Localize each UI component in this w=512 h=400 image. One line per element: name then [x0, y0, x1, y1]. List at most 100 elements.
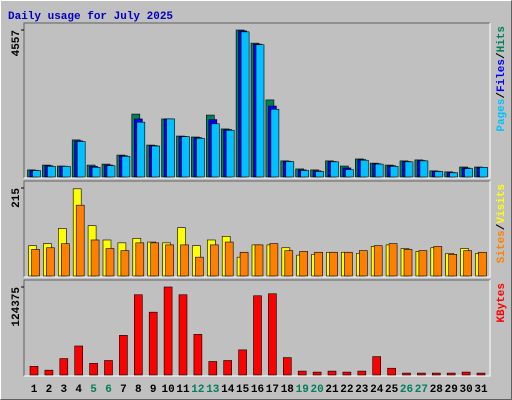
bar: [238, 349, 247, 376]
legend-entry: KBytes: [496, 283, 508, 323]
bar: [105, 248, 115, 277]
bar: [134, 294, 143, 376]
bar: [225, 129, 235, 178]
bar: [476, 372, 486, 376]
bar: [374, 163, 384, 178]
x-tick-label: 22: [340, 384, 353, 396]
bar: [89, 363, 98, 376]
bar: [433, 246, 443, 277]
legend-entry: Files: [496, 59, 508, 92]
bar: [269, 243, 279, 277]
bar: [76, 141, 86, 178]
x-tick-label: 7: [120, 384, 127, 396]
bar: [59, 358, 69, 376]
y-tick-label: 215: [11, 188, 23, 208]
legend: KBytes: [496, 283, 508, 323]
legend-separator: /: [496, 52, 508, 59]
x-tick-label: 18: [281, 384, 295, 396]
bar: [163, 286, 173, 376]
bar: [193, 334, 203, 376]
x-tick-label: 26: [400, 384, 413, 396]
x-tick-label: 14: [221, 384, 235, 396]
legend-separator: /: [496, 223, 508, 230]
bar: [104, 360, 113, 376]
panel-border-dark: [23, 22, 490, 178]
bar: [151, 145, 160, 178]
x-tick-label: 20: [310, 384, 323, 396]
panel-border-dark: [23, 279, 490, 376]
bar: [239, 251, 249, 277]
bar: [357, 370, 367, 376]
panel-border-light: [24, 280, 491, 377]
bar: [463, 250, 472, 277]
bar: [417, 372, 426, 376]
bar: [285, 161, 295, 178]
bar: [282, 357, 292, 376]
y-tick-label: 124375: [11, 287, 23, 327]
bar: [90, 239, 100, 277]
bar: [358, 250, 368, 277]
bar: [479, 167, 488, 178]
legend-entry: Pages: [496, 99, 508, 132]
bar: [254, 244, 264, 277]
bar: [299, 251, 309, 277]
x-tick-label: 4: [75, 384, 82, 396]
bar: [314, 251, 323, 277]
legend-separator: /: [496, 92, 508, 99]
legend: Pages/Files/Hits: [496, 26, 508, 132]
x-tick-label: 6: [105, 384, 112, 396]
legend: Sites/Visits: [496, 184, 508, 263]
bar: [180, 244, 189, 277]
bar: [268, 293, 277, 376]
legend-entry: Hits: [496, 26, 508, 52]
bar: [44, 369, 54, 376]
bar: [478, 251, 487, 277]
bar: [150, 242, 159, 277]
bar: [300, 170, 310, 178]
bar: [60, 243, 70, 277]
x-tick-label: 10: [161, 384, 174, 396]
bar: [270, 108, 280, 178]
x-tick-label: 31: [474, 384, 488, 396]
bar: [404, 161, 414, 178]
bar: [29, 365, 39, 376]
x-tick-label: 30: [459, 384, 472, 396]
bar: [135, 242, 145, 277]
bar: [461, 371, 471, 376]
bar: [120, 250, 130, 277]
x-tick-label: 17: [266, 384, 279, 396]
bar: [91, 167, 101, 178]
bar: [61, 166, 71, 178]
bar: [121, 156, 131, 178]
bar: [431, 372, 441, 376]
bar: [240, 31, 250, 178]
x-tick-label: 23: [355, 384, 369, 396]
bar: [449, 172, 459, 178]
bar: [315, 171, 324, 178]
y-tick-label: 4557: [11, 30, 23, 56]
bar: [345, 169, 354, 178]
bar: [46, 247, 55, 277]
bar: [253, 295, 262, 376]
bar: [166, 118, 175, 178]
bar: [329, 251, 338, 277]
x-tick-label: 24: [370, 384, 384, 396]
bar: [148, 311, 158, 376]
legend-entry: Visits: [496, 184, 508, 224]
bar: [344, 251, 353, 277]
x-tick-label: 15: [236, 384, 250, 396]
bar: [403, 249, 413, 277]
bar: [211, 123, 220, 178]
bar: [389, 166, 399, 178]
bar: [388, 243, 398, 277]
bar: [387, 367, 396, 376]
bar: [372, 356, 382, 376]
bar: [224, 241, 234, 277]
panel-border-dark: [23, 180, 490, 277]
bar: [297, 370, 307, 376]
bar: [181, 136, 190, 178]
bar: [448, 254, 458, 277]
panel-border-light: [24, 23, 491, 179]
